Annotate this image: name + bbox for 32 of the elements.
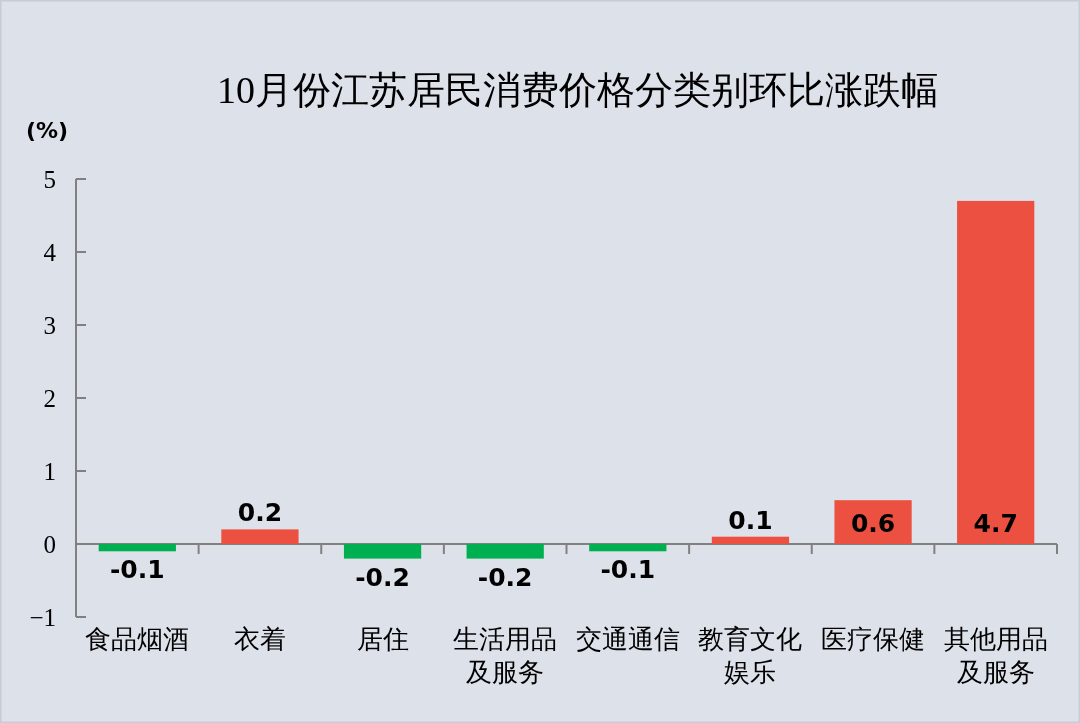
x-tick-label: 医疗保健 — [821, 625, 926, 654]
data-label: 4.7 — [973, 509, 1018, 538]
y-tick-label: 5 — [43, 166, 56, 193]
data-label: -0.2 — [355, 562, 410, 592]
bar — [343, 544, 422, 559]
data-label: 0.6 — [850, 509, 896, 538]
bar — [466, 544, 544, 559]
x-tick-label: 衣着 — [233, 625, 286, 654]
y-tick-label: −1 — [29, 604, 56, 631]
bar — [221, 529, 299, 544]
data-label: -0.1 — [109, 555, 165, 585]
y-tick-label: 1 — [43, 458, 56, 485]
data-label: -0.2 — [477, 562, 533, 592]
bar — [98, 544, 176, 552]
chart-title: 10月份江苏居民消费价格分类别环比涨跌幅 — [217, 69, 939, 111]
y-tick-label: 4 — [43, 239, 57, 266]
y-tick-label: 2 — [43, 385, 56, 412]
x-tick-label: 生活用品及服务 — [453, 625, 558, 687]
x-tick-label: 居住 — [356, 625, 409, 654]
data-label: 0.1 — [728, 505, 773, 535]
bar — [957, 200, 1035, 544]
x-tick-label: 交通通信 — [575, 625, 680, 654]
bar — [711, 536, 790, 544]
x-tick-label: 其他用品及服务 — [943, 625, 1048, 687]
bar — [589, 544, 667, 552]
data-label: -0.1 — [600, 555, 656, 585]
y-tick-label: 0 — [43, 531, 56, 558]
x-tick-label: 食品烟酒 — [85, 625, 190, 654]
data-label: 0.2 — [237, 498, 283, 528]
y-axis-title: (%) — [25, 118, 69, 143]
x-tick-label: 教育文化娱乐 — [698, 625, 803, 687]
y-tick-label: 3 — [43, 312, 56, 339]
